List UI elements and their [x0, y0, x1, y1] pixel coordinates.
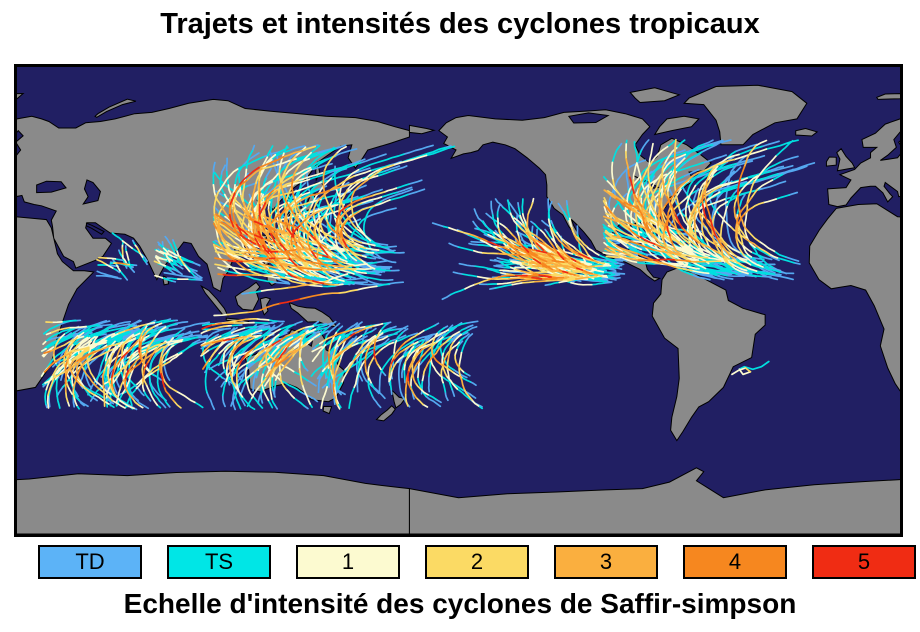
legend-box-td: TD — [38, 545, 142, 579]
legend-box-cat3: 3 — [554, 545, 658, 579]
world-map-frame — [14, 64, 903, 537]
cyclone-tracks-layer — [40, 138, 816, 411]
legend-label-td: TD — [75, 549, 105, 574]
legend-box-ts: TS — [167, 545, 271, 579]
legend-box-cat4: 4 — [683, 545, 787, 579]
legend-label-cat3: 3 — [599, 549, 613, 574]
legend-label-cat4: 4 — [728, 549, 742, 574]
legend-label-cat5: 5 — [857, 549, 871, 574]
legend-caption: Echelle d'intensité des cyclones de Saff… — [123, 588, 797, 619]
saffir-simpson-legend: TD TS 1 2 3 4 5 — [0, 545, 920, 579]
tracks-intensity-5 — [110, 166, 741, 388]
legend-label-ts: TS — [204, 549, 234, 574]
legend-box-cat5: 5 — [812, 545, 916, 579]
legend-label-cat2: 2 — [470, 549, 484, 574]
legend-box-cat2: 2 — [425, 545, 529, 579]
legend-label-cat1: 1 — [341, 549, 355, 574]
legend-box-cat1: 1 — [296, 545, 400, 579]
cyclone-tracks-map — [17, 67, 900, 534]
page-title: Trajets et intensités des cyclones tropi… — [160, 8, 760, 40]
